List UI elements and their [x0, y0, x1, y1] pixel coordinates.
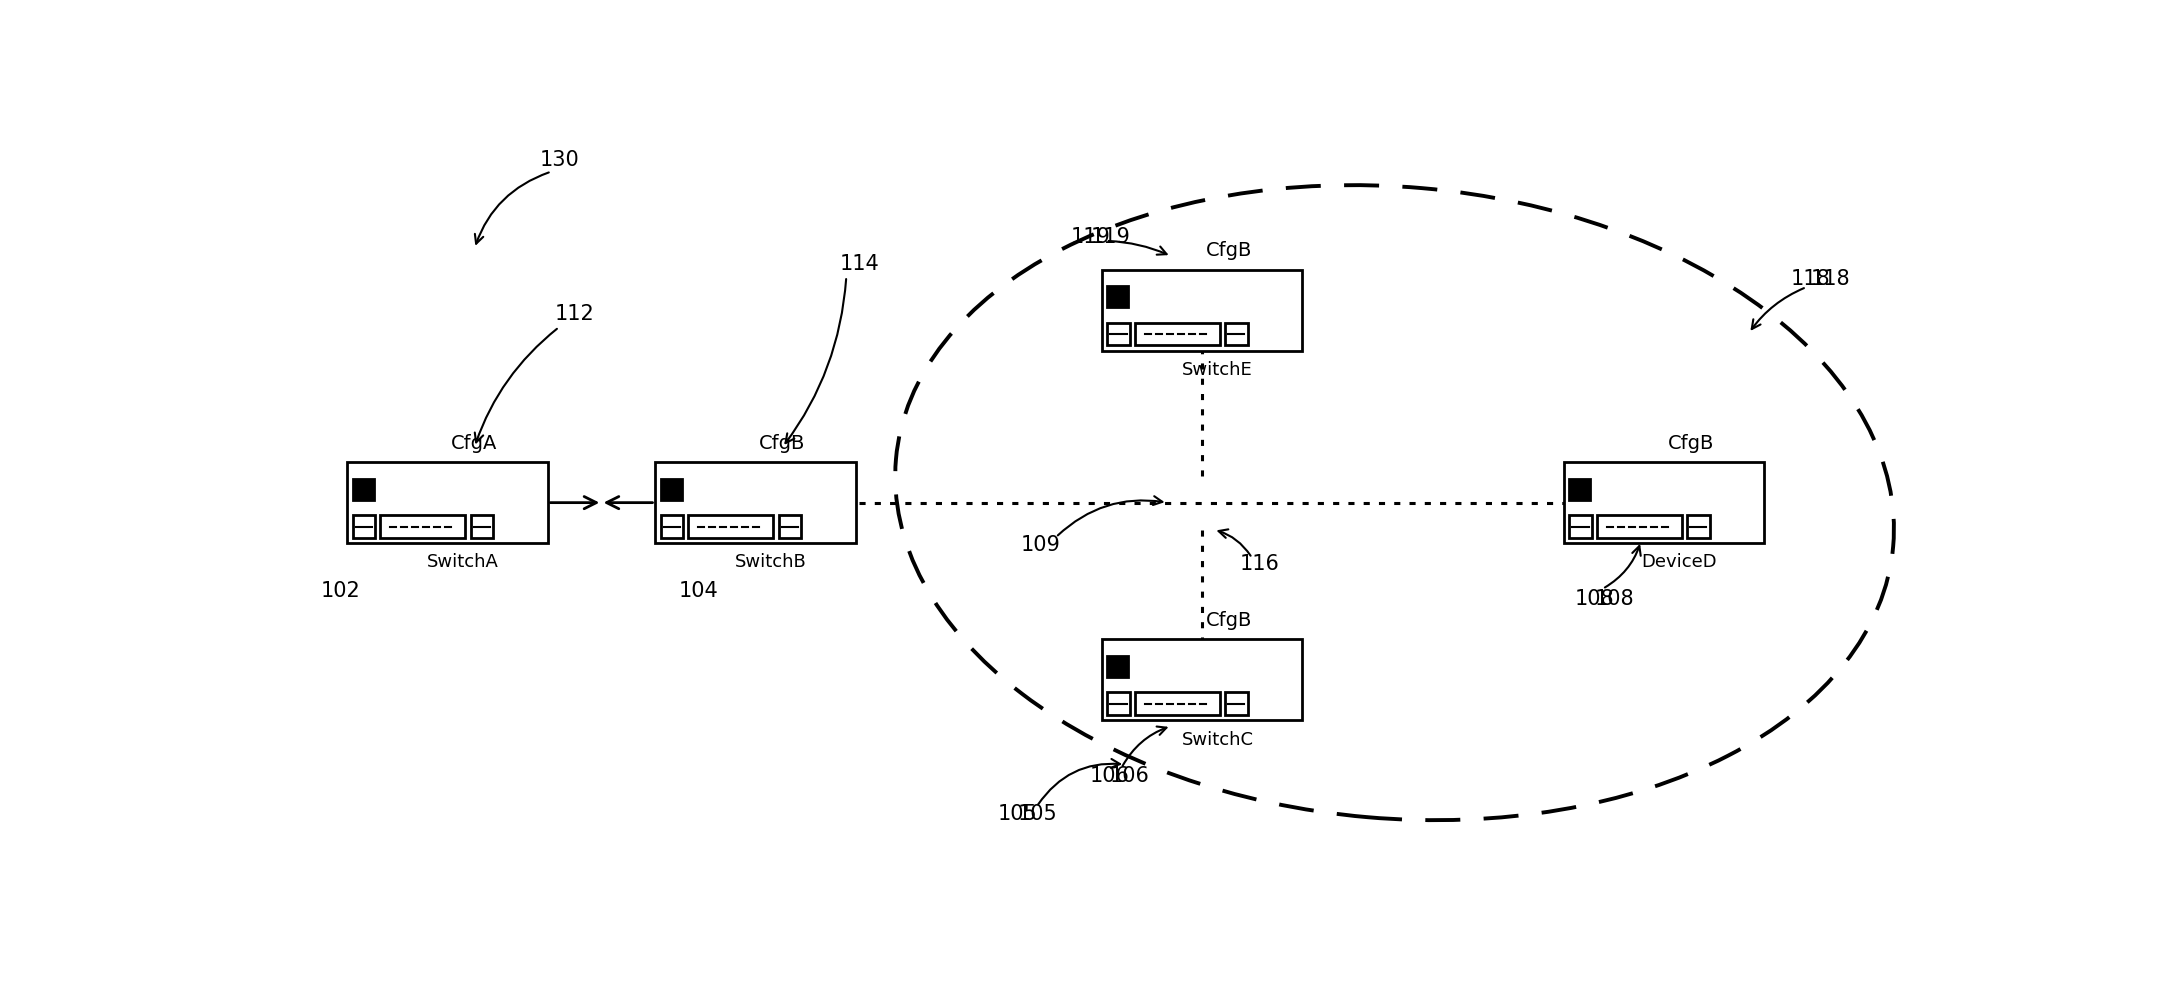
Bar — [379, 515, 465, 537]
Text: 105: 105 — [997, 805, 1038, 825]
Bar — [1226, 323, 1248, 345]
Bar — [654, 462, 855, 543]
Text: 102: 102 — [321, 581, 360, 602]
Text: 114: 114 — [840, 254, 879, 274]
Bar — [471, 515, 493, 537]
Bar — [1134, 323, 1219, 345]
Text: 118: 118 — [1791, 270, 1830, 290]
Text: 109: 109 — [1021, 535, 1060, 555]
Text: SwitchC: SwitchC — [1182, 730, 1254, 748]
Text: CfgB: CfgB — [1206, 241, 1252, 261]
Bar — [1108, 656, 1128, 677]
Bar — [779, 515, 800, 537]
Bar — [689, 515, 774, 537]
Text: 112: 112 — [554, 304, 595, 324]
Bar — [1570, 515, 1592, 537]
Text: 130: 130 — [539, 150, 578, 170]
Text: DeviceD: DeviceD — [1642, 553, 1716, 571]
Text: 119: 119 — [1090, 227, 1130, 247]
Text: 116: 116 — [1239, 554, 1280, 574]
Bar — [1101, 640, 1302, 720]
Text: CfgA: CfgA — [451, 434, 497, 453]
Text: 108: 108 — [1575, 589, 1614, 609]
Bar — [1108, 287, 1128, 307]
Bar — [1564, 462, 1764, 543]
Bar — [1101, 270, 1302, 350]
Bar — [1570, 479, 1590, 500]
Bar — [353, 479, 373, 500]
Text: SwitchE: SwitchE — [1182, 361, 1252, 379]
Text: 118: 118 — [1810, 270, 1849, 290]
Bar — [661, 479, 680, 500]
Bar — [1688, 515, 1710, 537]
Text: 108: 108 — [1594, 589, 1634, 609]
Text: SwitchB: SwitchB — [735, 553, 807, 571]
Text: 106: 106 — [1110, 766, 1149, 786]
Bar — [353, 515, 375, 537]
Text: CfgB: CfgB — [759, 434, 805, 453]
Text: CfgB: CfgB — [1206, 611, 1252, 630]
Bar — [1108, 323, 1130, 345]
Text: CfgB: CfgB — [1668, 434, 1714, 453]
Bar — [1226, 692, 1248, 715]
Bar — [661, 515, 683, 537]
Text: 105: 105 — [1016, 805, 1058, 825]
Text: SwitchA: SwitchA — [427, 553, 499, 571]
Bar — [347, 462, 547, 543]
Text: 104: 104 — [678, 581, 718, 602]
Bar — [1596, 515, 1682, 537]
Bar — [1134, 692, 1219, 715]
Text: 119: 119 — [1071, 227, 1110, 247]
Bar — [1108, 692, 1130, 715]
Text: 106: 106 — [1090, 766, 1130, 786]
